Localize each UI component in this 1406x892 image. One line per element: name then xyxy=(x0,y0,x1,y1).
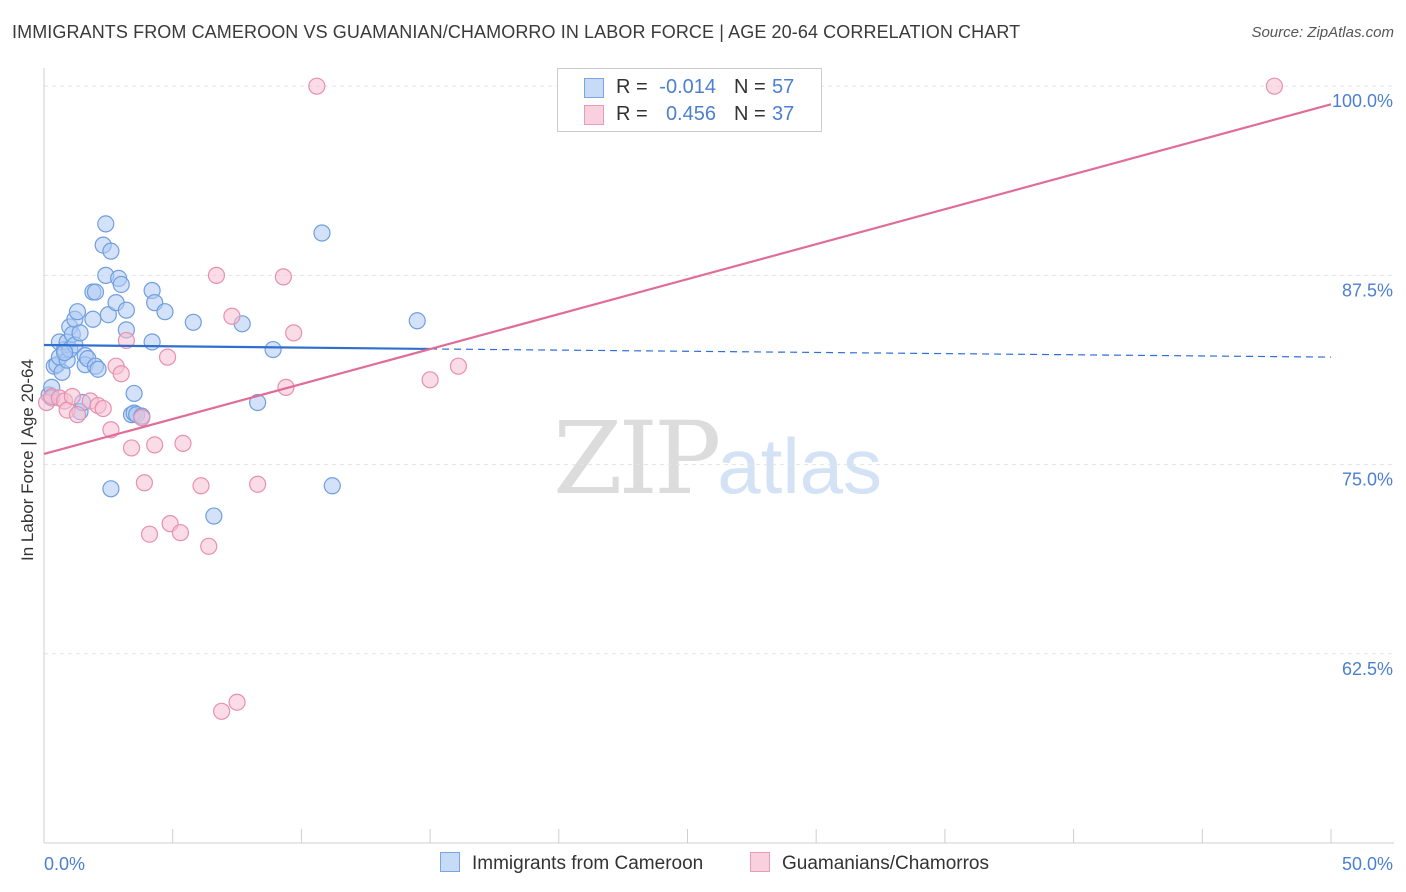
pink-data-point xyxy=(146,436,164,454)
legend-r-label: R = xyxy=(616,76,648,98)
legend-swatch-blue xyxy=(440,852,460,872)
source-label: Source: ZipAtlas.com xyxy=(1251,24,1394,41)
legend-row-cameroon: R = -0.014 N = 57 xyxy=(558,74,821,102)
blue-data-point xyxy=(86,283,105,301)
x-tick-label: 50.0% xyxy=(1342,854,1393,874)
blue-data-point xyxy=(143,333,161,351)
blue-data-point xyxy=(205,507,223,525)
blue-data-point xyxy=(249,393,267,412)
watermark: ZIPatlas xyxy=(553,400,882,517)
y-tick-label: 62.5% xyxy=(1342,659,1393,679)
correlation-legend: R = -0.014 N = 57 R = 0.456 N = 37 xyxy=(557,68,822,132)
pink-data-point xyxy=(135,474,153,492)
pink-data-point xyxy=(200,537,218,555)
legend-r-value: 0.456 xyxy=(665,103,716,125)
blue-data-point xyxy=(264,340,282,359)
x-tick-label: 0.0% xyxy=(44,854,85,874)
y-axis-label: In Labor Force | Age 20-64 xyxy=(18,359,37,561)
legend-n-value: 37 xyxy=(772,103,795,125)
y-tick-label: 87.5% xyxy=(1342,280,1393,300)
blue-data-point xyxy=(112,275,130,294)
legend-swatch-blue xyxy=(584,78,604,98)
legend-n-label: N = xyxy=(734,76,766,98)
y-tick-label: 75.0% xyxy=(1342,470,1393,490)
pink-data-point xyxy=(1265,77,1283,95)
legend-item-guamanian[interactable]: Guamanians/Chamorros xyxy=(750,852,989,875)
y-tick-label: 100.0% xyxy=(1332,91,1393,111)
pink-data-point xyxy=(274,268,292,286)
blue-data-point xyxy=(97,215,115,233)
legend-n-label: N = xyxy=(734,103,766,125)
blue-data-point xyxy=(313,224,331,242)
pink-data-point xyxy=(174,434,192,452)
pink-trend-line xyxy=(43,103,1332,456)
blue-data-point xyxy=(323,477,341,495)
watermark-zip: ZIP xyxy=(553,400,721,517)
blue-data-point xyxy=(84,310,102,328)
blue-data-point xyxy=(156,303,174,321)
blue-data-point xyxy=(89,360,107,378)
pink-data-point xyxy=(207,266,226,284)
legend-label-cameroon: Immigrants from Cameroon xyxy=(472,853,704,874)
blue-data-point xyxy=(102,480,120,498)
pink-data-point xyxy=(192,477,210,495)
pink-data-point xyxy=(285,324,303,342)
blue-data-point xyxy=(68,303,87,321)
pink-data-point xyxy=(68,406,87,424)
pink-data-point xyxy=(449,357,468,375)
blue-data-point xyxy=(408,312,426,330)
blue-data-point xyxy=(125,384,143,403)
legend-r-value: -0.014 xyxy=(659,76,716,98)
pink-data-point xyxy=(122,439,141,457)
legend-n-value: 57 xyxy=(772,76,795,98)
pink-data-point xyxy=(249,475,267,493)
pink-data-point xyxy=(140,525,159,543)
blue-data-point xyxy=(71,324,89,342)
legend-row-guamanian: R = 0.456 N = 37 xyxy=(558,101,821,129)
pink-data-point xyxy=(421,371,439,389)
blue-data-point xyxy=(99,306,117,324)
pink-data-point xyxy=(223,307,241,325)
pink-data-point xyxy=(133,409,151,427)
pink-data-point xyxy=(63,387,81,406)
blue-data-point xyxy=(55,343,74,362)
legend-r-label: R = xyxy=(616,103,648,125)
pink-data-point xyxy=(112,365,130,383)
blue-data-point xyxy=(117,301,135,319)
watermark-atlas: atlas xyxy=(717,422,883,510)
blue-trend-line xyxy=(43,343,431,351)
legend-swatch-pink xyxy=(584,105,604,125)
legend-label-guamanian: Guamanians/Chamorros xyxy=(782,853,989,874)
chart-title: IMMIGRANTS FROM CAMEROON VS GUAMANIAN/CH… xyxy=(12,22,1021,42)
pink-data-point xyxy=(228,693,246,711)
pink-data-point xyxy=(171,524,190,542)
legend-swatch-pink xyxy=(750,852,770,872)
pink-data-point xyxy=(94,399,112,418)
blue-data-point xyxy=(102,242,120,260)
blue-data-point xyxy=(184,313,202,331)
pink-data-point xyxy=(158,348,177,366)
blue-trend-extension xyxy=(430,348,1332,358)
pink-data-point xyxy=(308,77,326,95)
pink-data-point xyxy=(117,331,135,350)
pink-data-point xyxy=(213,702,231,720)
legend-item-cameroon[interactable]: Immigrants from Cameroon xyxy=(440,852,703,875)
